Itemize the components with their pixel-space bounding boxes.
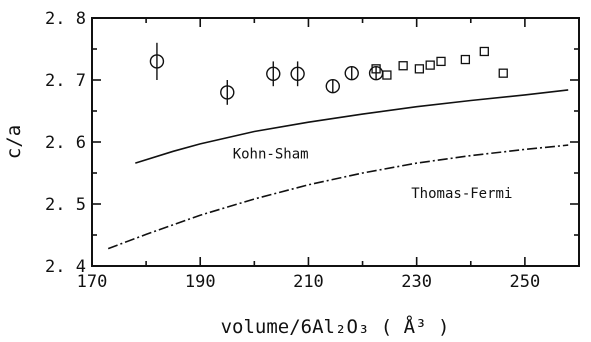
circle-point: [290, 66, 305, 82]
y-axis-label: c/a: [3, 125, 25, 159]
x-tick-label: 190: [185, 272, 216, 292]
x-axis-label: volume/6Al₂O₃ ( Å³ ): [221, 315, 450, 338]
y-tick-label: 2. 4: [45, 257, 86, 277]
x-tick-label: 230: [401, 272, 432, 292]
kohn-sham-curve: [135, 89, 569, 164]
circle-point: [149, 54, 165, 69]
circle-point: [344, 65, 359, 81]
y-tick-label: 2. 5: [45, 195, 86, 215]
y-tick-label: 2. 6: [45, 133, 86, 153]
ticks: [91, 17, 580, 267]
x-tick-label: 250: [510, 272, 541, 292]
curve-label: Thomas-Fermi: [411, 186, 512, 202]
y-tick-label: 2. 8: [45, 9, 86, 29]
square-point: [371, 64, 381, 74]
plot-frame: [91, 17, 580, 267]
y-tick-label: 2. 7: [45, 71, 86, 91]
square-point: [398, 61, 408, 71]
annotations: Kohn-Sham Thomas-Fermi: [233, 147, 513, 202]
curve-label: Kohn-Sham: [233, 147, 309, 163]
square-point: [436, 56, 446, 67]
tick-labels: 170 190 210 230 250 2. 4 2. 5 2. 6 2. 7 2. 8: [45, 9, 540, 292]
x-tick-label: 210: [293, 272, 324, 292]
series-lines: [107, 89, 569, 250]
square-point: [479, 46, 489, 57]
square-point: [382, 70, 392, 80]
thomas-fermi-curve: [107, 144, 569, 250]
x-tick-label: 170: [77, 272, 108, 292]
circle-point: [266, 66, 281, 82]
square-point: [414, 64, 425, 74]
square-point: [498, 68, 508, 78]
circle-point: [220, 85, 235, 100]
series-points: [149, 42, 508, 105]
square-point: [425, 60, 435, 70]
circle-point: [325, 78, 340, 94]
square-point: [460, 54, 471, 65]
